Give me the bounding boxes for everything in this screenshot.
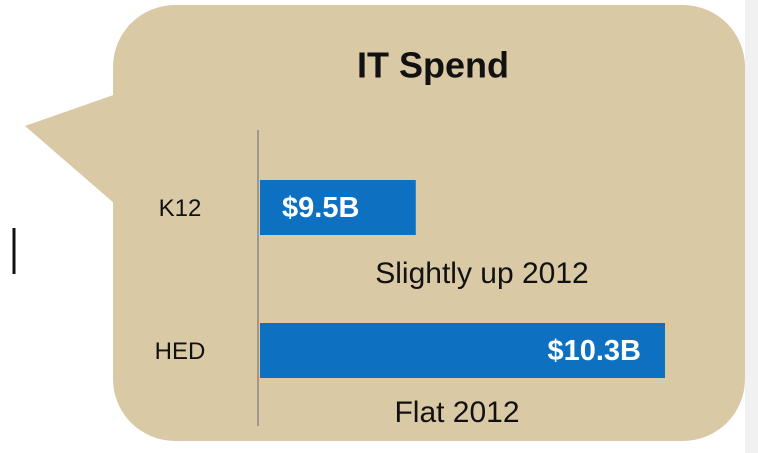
y-tick-label: HED	[155, 338, 206, 365]
page-edge	[745, 0, 758, 453]
callout-pointer	[25, 92, 122, 210]
data-label: $10.3B	[547, 335, 641, 367]
bar	[260, 180, 416, 235]
bar	[260, 323, 665, 378]
chart-title: IT Spend	[357, 45, 509, 86]
annotation: Flat 2012	[394, 396, 519, 429]
y-tick-label: K12	[159, 195, 202, 222]
annotation: Slightly up 2012	[375, 257, 589, 290]
data-label: $9.5B	[282, 192, 359, 224]
